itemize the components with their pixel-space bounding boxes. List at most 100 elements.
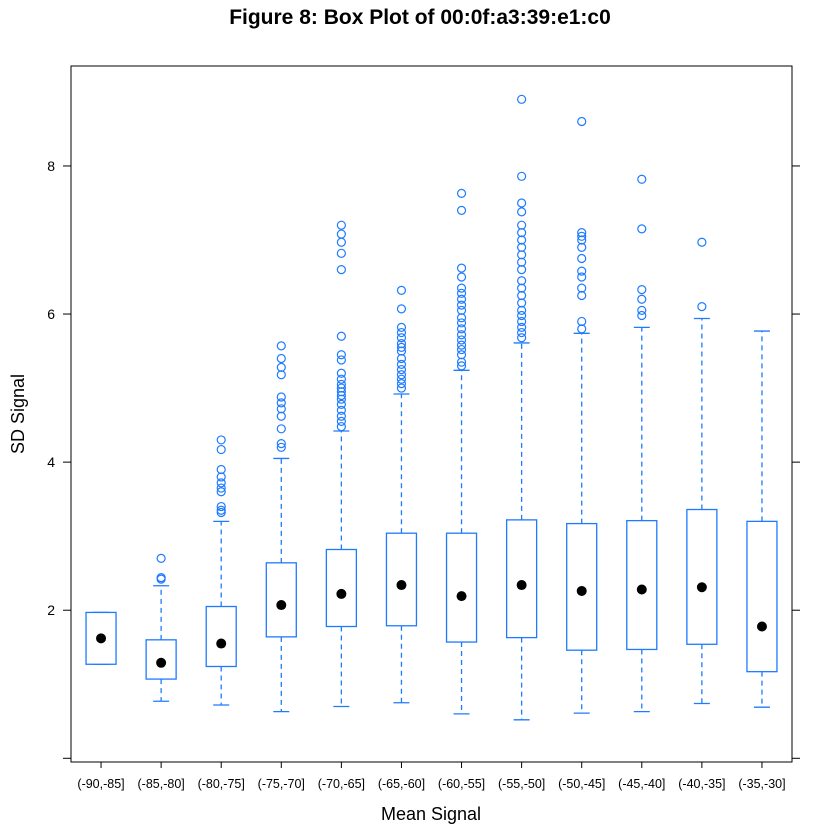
outlier-point (637, 310, 647, 321)
median-point (756, 621, 767, 632)
outlier-point (577, 272, 587, 282)
outlier-point (216, 435, 226, 445)
outlier-point (456, 324, 467, 334)
outlier-point (517, 265, 527, 275)
outlier-point (336, 383, 346, 393)
outlier-point (517, 235, 527, 245)
outlier-point (637, 174, 647, 184)
median-point (696, 582, 707, 593)
box-group (265, 341, 297, 713)
outlier-point (396, 353, 407, 364)
outlier-point (456, 318, 467, 328)
outlier-point (396, 383, 407, 393)
outlier-point (336, 350, 346, 360)
outlier-point (697, 237, 707, 247)
y-tick-label: 8 (47, 158, 55, 174)
outlier-point (276, 442, 286, 452)
outlier-point (396, 304, 407, 314)
outlier-point (336, 416, 346, 427)
outlier-point (456, 350, 467, 360)
outlier-point (517, 333, 527, 343)
x-tick-label: (-45,-40] (618, 777, 665, 791)
outlier-point (456, 272, 467, 282)
outlier-point (456, 300, 467, 310)
outlier-point (396, 359, 407, 369)
median-point (576, 585, 587, 596)
outlier-point (396, 339, 407, 349)
chart-title: Figure 8: Box Plot of 00:0f:a3:39:e1:c0 (229, 6, 611, 29)
median-point (396, 580, 407, 591)
iqr-box (746, 520, 778, 673)
outlier-point (456, 344, 467, 355)
box-group (746, 330, 778, 708)
x-tick-label: (-65,-60] (378, 777, 425, 791)
outlier-point (517, 242, 527, 253)
x-tick-label: (-75,-70] (258, 777, 305, 791)
outlier-point (216, 487, 226, 497)
outlier-point (637, 285, 647, 295)
x-tick-label: (-70,-65] (318, 777, 365, 791)
plot-frame (70, 65, 793, 763)
x-axis-label: Mean Signal (381, 804, 481, 824)
outlier-point (336, 355, 346, 365)
x-tick-label: (-60,-55] (438, 777, 485, 791)
median-point (456, 591, 467, 602)
outlier-point (336, 331, 346, 341)
x-tick-label: (-90,-85] (77, 777, 124, 791)
outlier-point (336, 265, 346, 275)
outlier-point (336, 405, 346, 415)
box-group (385, 285, 418, 704)
iqr-box (325, 548, 358, 628)
outlier-point (637, 305, 647, 315)
iqr-box (686, 508, 718, 645)
outlier-point (396, 342, 407, 352)
outlier-point (456, 335, 467, 345)
outlier-point (517, 227, 527, 238)
outlier-point (697, 302, 707, 312)
outlier-point (336, 237, 346, 247)
median-point (336, 588, 347, 599)
outlier-point (216, 472, 226, 482)
y-tick-label: 2 (47, 602, 55, 618)
median-point (516, 580, 527, 591)
outlier-point (517, 198, 527, 208)
outlier-point (517, 290, 527, 301)
outlier-point (336, 374, 346, 384)
outlier-point (456, 288, 467, 298)
outlier-point (517, 257, 527, 267)
outlier-point (517, 310, 527, 321)
x-axis: (-90,-85] (-85,-80] (-80,-75] (-75,-70] (-70… (77, 762, 786, 791)
outlier-point (456, 283, 467, 293)
outlier-point (456, 188, 467, 198)
outlier-point (577, 231, 587, 241)
outlier-point (396, 374, 407, 384)
outlier-point (456, 263, 467, 273)
outlier-point (336, 248, 346, 258)
outlier-point (336, 379, 346, 389)
median-point (96, 633, 107, 644)
outlier-point (276, 411, 286, 421)
outlier-point (456, 294, 467, 304)
outlier-point (216, 483, 226, 493)
box-series (85, 94, 778, 721)
box-group (626, 174, 658, 713)
outlier-point (216, 444, 226, 455)
x-tick-label: (-40,-35] (678, 777, 725, 791)
outlier-point (336, 229, 346, 239)
median-point (636, 584, 647, 595)
outlier-point (396, 322, 407, 332)
outlier-point (336, 421, 346, 432)
outlier-point (336, 411, 346, 421)
outlier-point (216, 478, 226, 488)
outlier-point (396, 364, 407, 375)
outlier-point (276, 424, 286, 434)
outlier-point (276, 404, 286, 414)
outlier-point (517, 322, 527, 332)
outlier-point (156, 553, 166, 563)
outlier-point (396, 285, 407, 295)
outlier-point (456, 313, 467, 323)
y-tick-label: 6 (47, 306, 55, 322)
outlier-point (577, 283, 587, 293)
x-tick-label: (-85,-80] (138, 777, 185, 791)
